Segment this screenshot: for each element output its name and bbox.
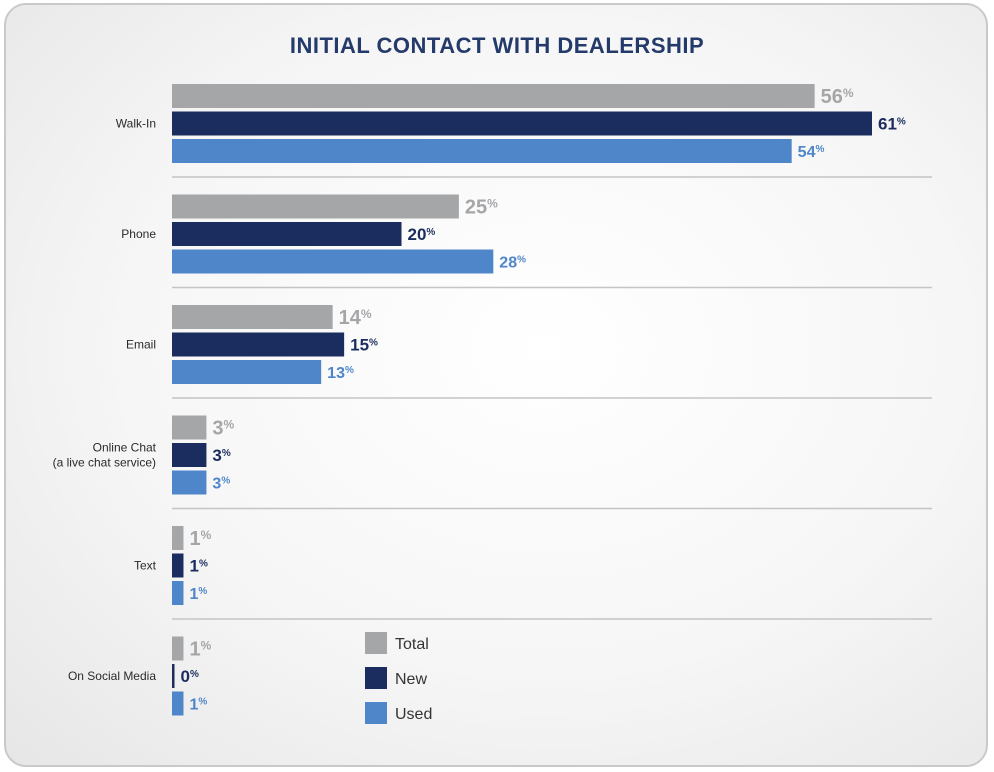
value-label-online-chat-a-live-chat-service-total: 3% [212,418,234,440]
legend-label-new: New [395,671,427,688]
value-label-text-used: 1% [189,586,207,603]
value-label-email-used: 13% [327,365,354,382]
chart-title: INITIAL CONTACT WITH DEALERSHIP [289,33,705,58]
category-label-phone: Phone [121,227,156,241]
bar-phone-total [172,194,459,219]
value-label-on-social-media-total: 1% [189,639,211,661]
value-label-walk-in-used: 54% [798,144,825,161]
bar-phone-new [172,222,402,246]
bar-online-chat-a-live-chat-service-total [172,415,207,440]
bar-phone-used [172,249,494,274]
bars: 56% 61% 54% 25% 20% 28% 14% 15% 13% 3% 3% 3% 1% 1% 1% 1… [172,84,906,716]
value-label-online-chat-a-live-chat-service-new: 3% [212,446,230,465]
bar-email-used [172,360,322,384]
bar-email-new [172,332,345,357]
value-label-online-chat-a-live-chat-service-used: 3% [212,475,230,492]
value-label-text-new: 1% [189,557,207,576]
bar-email-total [172,305,333,329]
category-label-walk-in: Walk-In [116,117,156,131]
category-label-on-social-media: On Social Media [68,669,156,683]
value-label-email-new: 15% [350,336,378,355]
legend-label-used: Used [395,706,432,723]
legend: Total New Used [365,632,432,724]
value-label-walk-in-new: 61% [878,115,906,134]
legend-label-total: Total [395,636,429,653]
legend-swatch-total [365,632,387,654]
value-label-phone-total: 25% [465,197,498,219]
value-label-on-social-media-new: 0% [181,667,199,686]
legend-swatch-new [365,667,387,689]
value-label-on-social-media-used: 1% [189,696,207,713]
bar-online-chat-a-live-chat-service-new [172,443,207,467]
category-label-email: Email [126,338,156,352]
category-separators [172,176,932,620]
value-label-text-total: 1% [189,528,211,550]
bar-text-new [172,553,184,578]
bar-on-social-media-total [172,636,184,661]
value-label-phone-new: 20% [408,225,436,244]
bar-walk-in-used [172,139,792,163]
category-label-text: Text [134,559,157,573]
value-label-walk-in-total: 56% [821,86,854,108]
bar-walk-in-total [172,84,815,108]
category-label-online-chat-a-live-chat-service: Online Chat (a live chat service) [53,441,157,470]
bar-online-chat-a-live-chat-service-used [172,470,207,495]
value-label-phone-used: 28% [499,254,526,271]
value-label-email-total: 14% [339,307,372,329]
bar-text-used [172,581,184,605]
legend-swatch-used [365,702,387,724]
category-labels: Walk-In Phone Email Online Chat (a live chat… [53,117,157,684]
bar-text-total [172,526,184,550]
bar-on-social-media-used [172,691,184,716]
bar-walk-in-new [172,111,872,136]
bar-on-social-media-new [172,664,175,688]
